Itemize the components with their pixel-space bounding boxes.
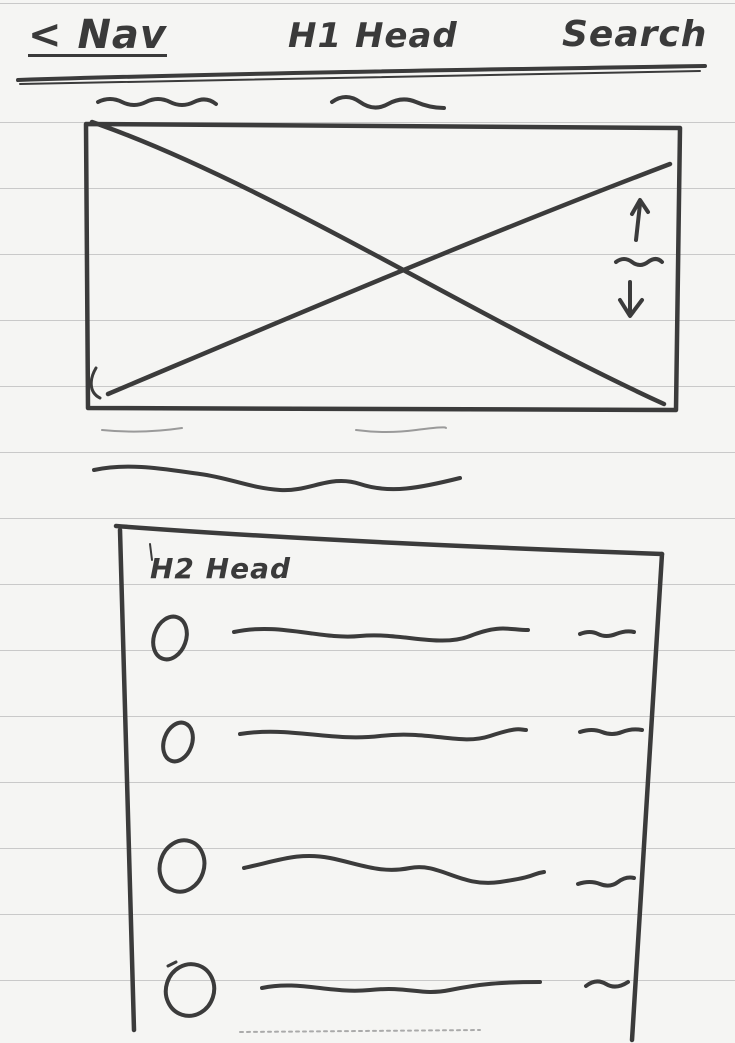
list-item-hit[interactable] — [140, 956, 630, 1026]
list-item-meta-squiggle — [578, 629, 636, 638]
list-item-hit[interactable] — [140, 712, 630, 778]
list-item — [151, 614, 636, 662]
caption-squiggle — [101, 427, 183, 433]
list-item-meta-squiggle — [584, 979, 630, 989]
list-item-meta-squiggle — [578, 727, 644, 736]
caption-squiggle — [355, 426, 447, 433]
list-item-icon — [161, 720, 195, 764]
list-item — [163, 960, 630, 1018]
body-text-squiggle — [92, 464, 462, 493]
list-item-hit[interactable] — [140, 832, 630, 902]
header-divider — [16, 64, 707, 82]
placeholder-cross-line — [105, 161, 673, 397]
list-item — [157, 838, 636, 894]
subnav-squiggle — [330, 95, 446, 110]
back-nav-link[interactable]: < Nav — [28, 12, 167, 58]
page-title: H1 Head — [288, 16, 458, 56]
list-item-text-squiggle — [232, 626, 530, 643]
list-item — [161, 720, 644, 764]
list-item-icon — [151, 614, 189, 662]
list-item-icon — [157, 838, 207, 894]
list-item-meta-squiggle — [576, 875, 636, 888]
list-card — [113, 523, 665, 1043]
list-item-hit[interactable] — [140, 606, 630, 672]
scroll-arrows-icon — [614, 198, 664, 318]
search-link[interactable]: Search — [562, 14, 708, 55]
list-item-text-squiggle — [260, 980, 542, 994]
section-heading: H2 Head — [150, 552, 292, 585]
placeholder-cross-line — [89, 119, 667, 407]
list-item-text-squiggle — [242, 853, 546, 885]
list-item-text-squiggle — [238, 727, 528, 742]
subnav-squiggle — [96, 97, 218, 107]
image-placeholder — [83, 119, 683, 413]
list-item-icon — [163, 962, 217, 1018]
